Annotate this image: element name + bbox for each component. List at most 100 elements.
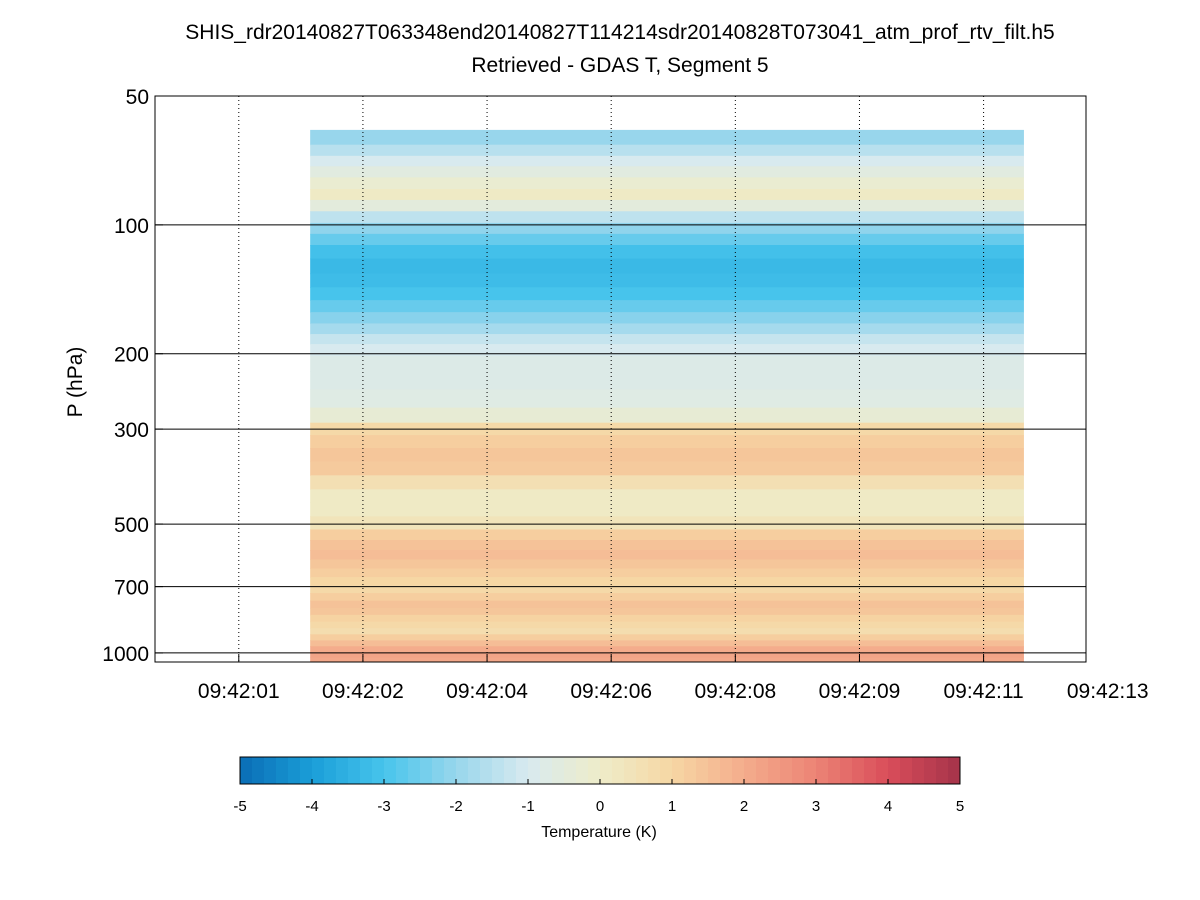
colorbar-swatch [732,757,745,784]
x-axis-ticks: 09:42:01 09:42:02 09:42:04 09:42:06 09:42:08… [198,654,1149,703]
colorbar-swatch [612,757,625,784]
heatmap-band [310,621,1024,629]
y-tick-label: 50 [126,86,149,109]
grid-lines [155,96,1086,662]
heatmap-band [310,502,1024,517]
colorbar-swatch [324,757,337,784]
heatmap-band [310,461,1024,476]
heatmap-band [310,640,1024,647]
colorbar-swatch [396,757,409,784]
heatmap-band [310,540,1024,551]
colorbar-swatch [660,757,673,784]
heatmap-band [310,155,1024,167]
colorbar-swatch [288,757,301,784]
x-tick-label: 09:42:01 [198,680,280,703]
plot-frame [154,95,1087,663]
heatmap-cells [310,129,1024,662]
colorbar-swatch [816,757,829,784]
colorbar-swatch [384,757,397,784]
colorbar-swatch [600,757,613,784]
colorbar-tick-label: 0 [596,798,604,815]
heatmap-band [310,199,1024,212]
colorbar-swatch [576,757,589,784]
colorbar-swatch [504,757,517,784]
x-tick-label: 09:42:06 [570,680,652,703]
colorbar-swatch [912,757,925,784]
chart-title: SHIS_rdr20140827T063348end20140827T11421… [185,21,1055,44]
heatmap-band [310,585,1024,594]
colorbar-swatch [528,757,541,784]
colorbar-swatch [648,757,661,784]
heatmap-band [310,273,1024,288]
colorbar: -5 -4 -3 -2 -1 0 1 2 3 4 5 [233,756,964,815]
heatmap-band [310,634,1024,642]
heatmap-band [310,651,1024,659]
colorbar-tick-label: 4 [884,798,892,815]
heatmap-band [310,593,1024,602]
colorbar-swatch [804,757,817,784]
colorbar-tick-label: 2 [740,798,748,815]
colorbar-swatch [888,757,901,784]
colorbar-swatch [468,757,481,784]
colorbar-tick-label: -4 [305,798,318,815]
colorbar-tick-label: -5 [233,798,246,815]
heatmap-band [310,559,1024,570]
x-tick-label: 09:42:13 [1067,680,1149,703]
colorbar-swatch [720,757,733,784]
heatmap-band [310,300,1024,313]
heatmap-band [310,407,1024,424]
y-axis-ticks: 50 100 200 300 500 700 1000 [102,86,163,666]
colorbar-swatch [708,757,721,784]
colorbar-swatch [936,757,949,784]
colorbar-tick-label: 5 [956,798,964,815]
heatmap-band [310,435,1024,449]
heatmap-band [310,222,1024,235]
heatmap-band [310,129,1024,146]
colorbar-swatch [480,757,493,784]
colorbar-swatch [744,757,757,784]
colorbar-tick-label: -1 [521,798,534,815]
colorbar-swatch [588,757,601,784]
colorbar-swatch [864,757,877,784]
colorbar-tick-label: -2 [449,798,462,815]
heatmap-band [310,323,1024,335]
colorbar-swatch [684,757,697,784]
heatmap-band [310,355,1024,372]
heatmap-band [310,607,1024,616]
heatmap-band [310,371,1024,390]
heatmap-band [310,475,1024,490]
colorbar-swatch [252,757,265,784]
colorbar-swatch [792,757,805,784]
colorbar-swatch [360,757,373,784]
colorbar-swatch [900,757,913,784]
colorbar-swatch [828,757,841,784]
colorbar-swatch [564,757,577,784]
heatmap-band [310,657,1024,662]
y-tick-label: 300 [114,419,149,442]
heatmap-band [310,334,1024,345]
colorbar-swatch [540,757,553,784]
colorbar-swatch [780,757,793,784]
heatmap-band [310,344,1024,357]
colorbar-swatch [264,757,277,784]
colorbar-swatch [336,757,349,784]
colorbar-tick-label: 1 [668,798,676,815]
colorbar-swatch [372,757,385,784]
heatmap-band [310,144,1024,157]
colorbar-swatch [672,757,685,784]
y-axis-label: P (hPa) [64,347,87,418]
chart-subtitle: Retrieved - GDAS T, Segment 5 [471,54,769,77]
colorbar-swatch [696,757,709,784]
colorbar-swatch [876,757,889,784]
heatmap-band [310,233,1024,246]
heatmap-band [310,312,1024,325]
colorbar-swatch [312,757,325,784]
heatmap-band [310,614,1024,623]
colorbar-tick-label: 3 [812,798,820,815]
heatmap-band [310,448,1024,463]
colorbar-swatch [348,757,361,784]
heatmap-band [310,549,1024,561]
y-tick-label: 100 [114,215,149,238]
colorbar-swatch [756,757,769,784]
heatmap-band [310,211,1024,224]
